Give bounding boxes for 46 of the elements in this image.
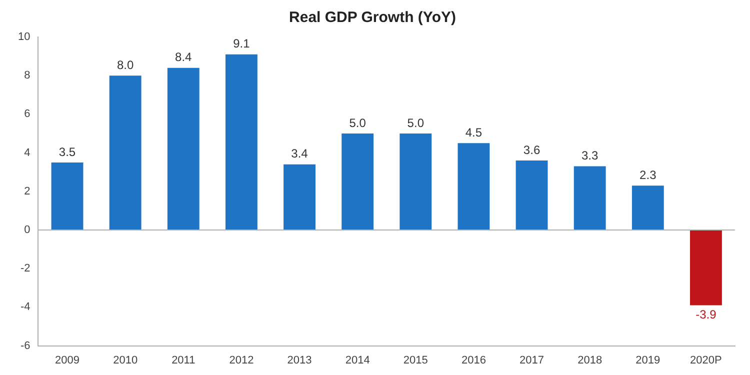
data-label: 4.5 bbox=[465, 125, 482, 140]
x-tick-label: 2012 bbox=[229, 354, 254, 366]
y-tick-label: -2 bbox=[20, 262, 30, 275]
x-tick-label: 2016 bbox=[461, 354, 486, 366]
x-tick-label: 2009 bbox=[55, 354, 80, 366]
bar bbox=[516, 160, 548, 230]
bar bbox=[51, 162, 84, 230]
bar bbox=[574, 166, 606, 230]
bar bbox=[225, 54, 258, 230]
bar bbox=[167, 68, 200, 230]
y-tick-label: 4 bbox=[24, 146, 30, 159]
x-tick-label: 2017 bbox=[520, 354, 544, 366]
bar bbox=[458, 143, 490, 230]
x-tick-label: 2019 bbox=[636, 354, 660, 366]
bar bbox=[284, 164, 316, 230]
bar bbox=[109, 76, 142, 230]
data-label: 3.5 bbox=[58, 144, 76, 159]
y-tick-label: -6 bbox=[20, 340, 30, 352]
x-tick-label: 2011 bbox=[172, 354, 196, 366]
data-label: 5.0 bbox=[349, 116, 366, 130]
y-tick-label: 2 bbox=[24, 185, 30, 198]
chart-title: Real GDP Growth (YoY) bbox=[289, 9, 456, 26]
x-tick-label: 2010 bbox=[113, 354, 138, 366]
bar bbox=[690, 230, 722, 306]
bar bbox=[342, 134, 374, 230]
data-label: 2.3 bbox=[640, 168, 657, 182]
bar bbox=[632, 186, 664, 230]
data-label: 9.1 bbox=[233, 36, 250, 51]
x-tick-label: 2013 bbox=[287, 354, 312, 366]
bar bbox=[400, 134, 432, 230]
data-label: 3.4 bbox=[291, 146, 308, 161]
y-tick-label: 10 bbox=[18, 31, 30, 44]
data-label: 8.4 bbox=[175, 50, 192, 64]
x-tick-label: 2014 bbox=[345, 354, 370, 366]
data-label: 3.3 bbox=[581, 148, 599, 163]
y-tick-label: 8 bbox=[24, 70, 30, 82]
data-label: 3.6 bbox=[523, 142, 540, 157]
x-tick-label: 2015 bbox=[403, 354, 428, 366]
y-tick-label: 0 bbox=[24, 224, 30, 236]
data-label: 5.0 bbox=[407, 116, 424, 130]
x-tick-label: 2018 bbox=[578, 354, 602, 366]
y-tick-label: -4 bbox=[20, 301, 30, 314]
x-tick-label: 2020P bbox=[690, 354, 722, 366]
y-tick-label: 6 bbox=[24, 108, 30, 120]
data-label: -3.9 bbox=[696, 308, 717, 322]
data-label: 8.0 bbox=[116, 58, 134, 72]
